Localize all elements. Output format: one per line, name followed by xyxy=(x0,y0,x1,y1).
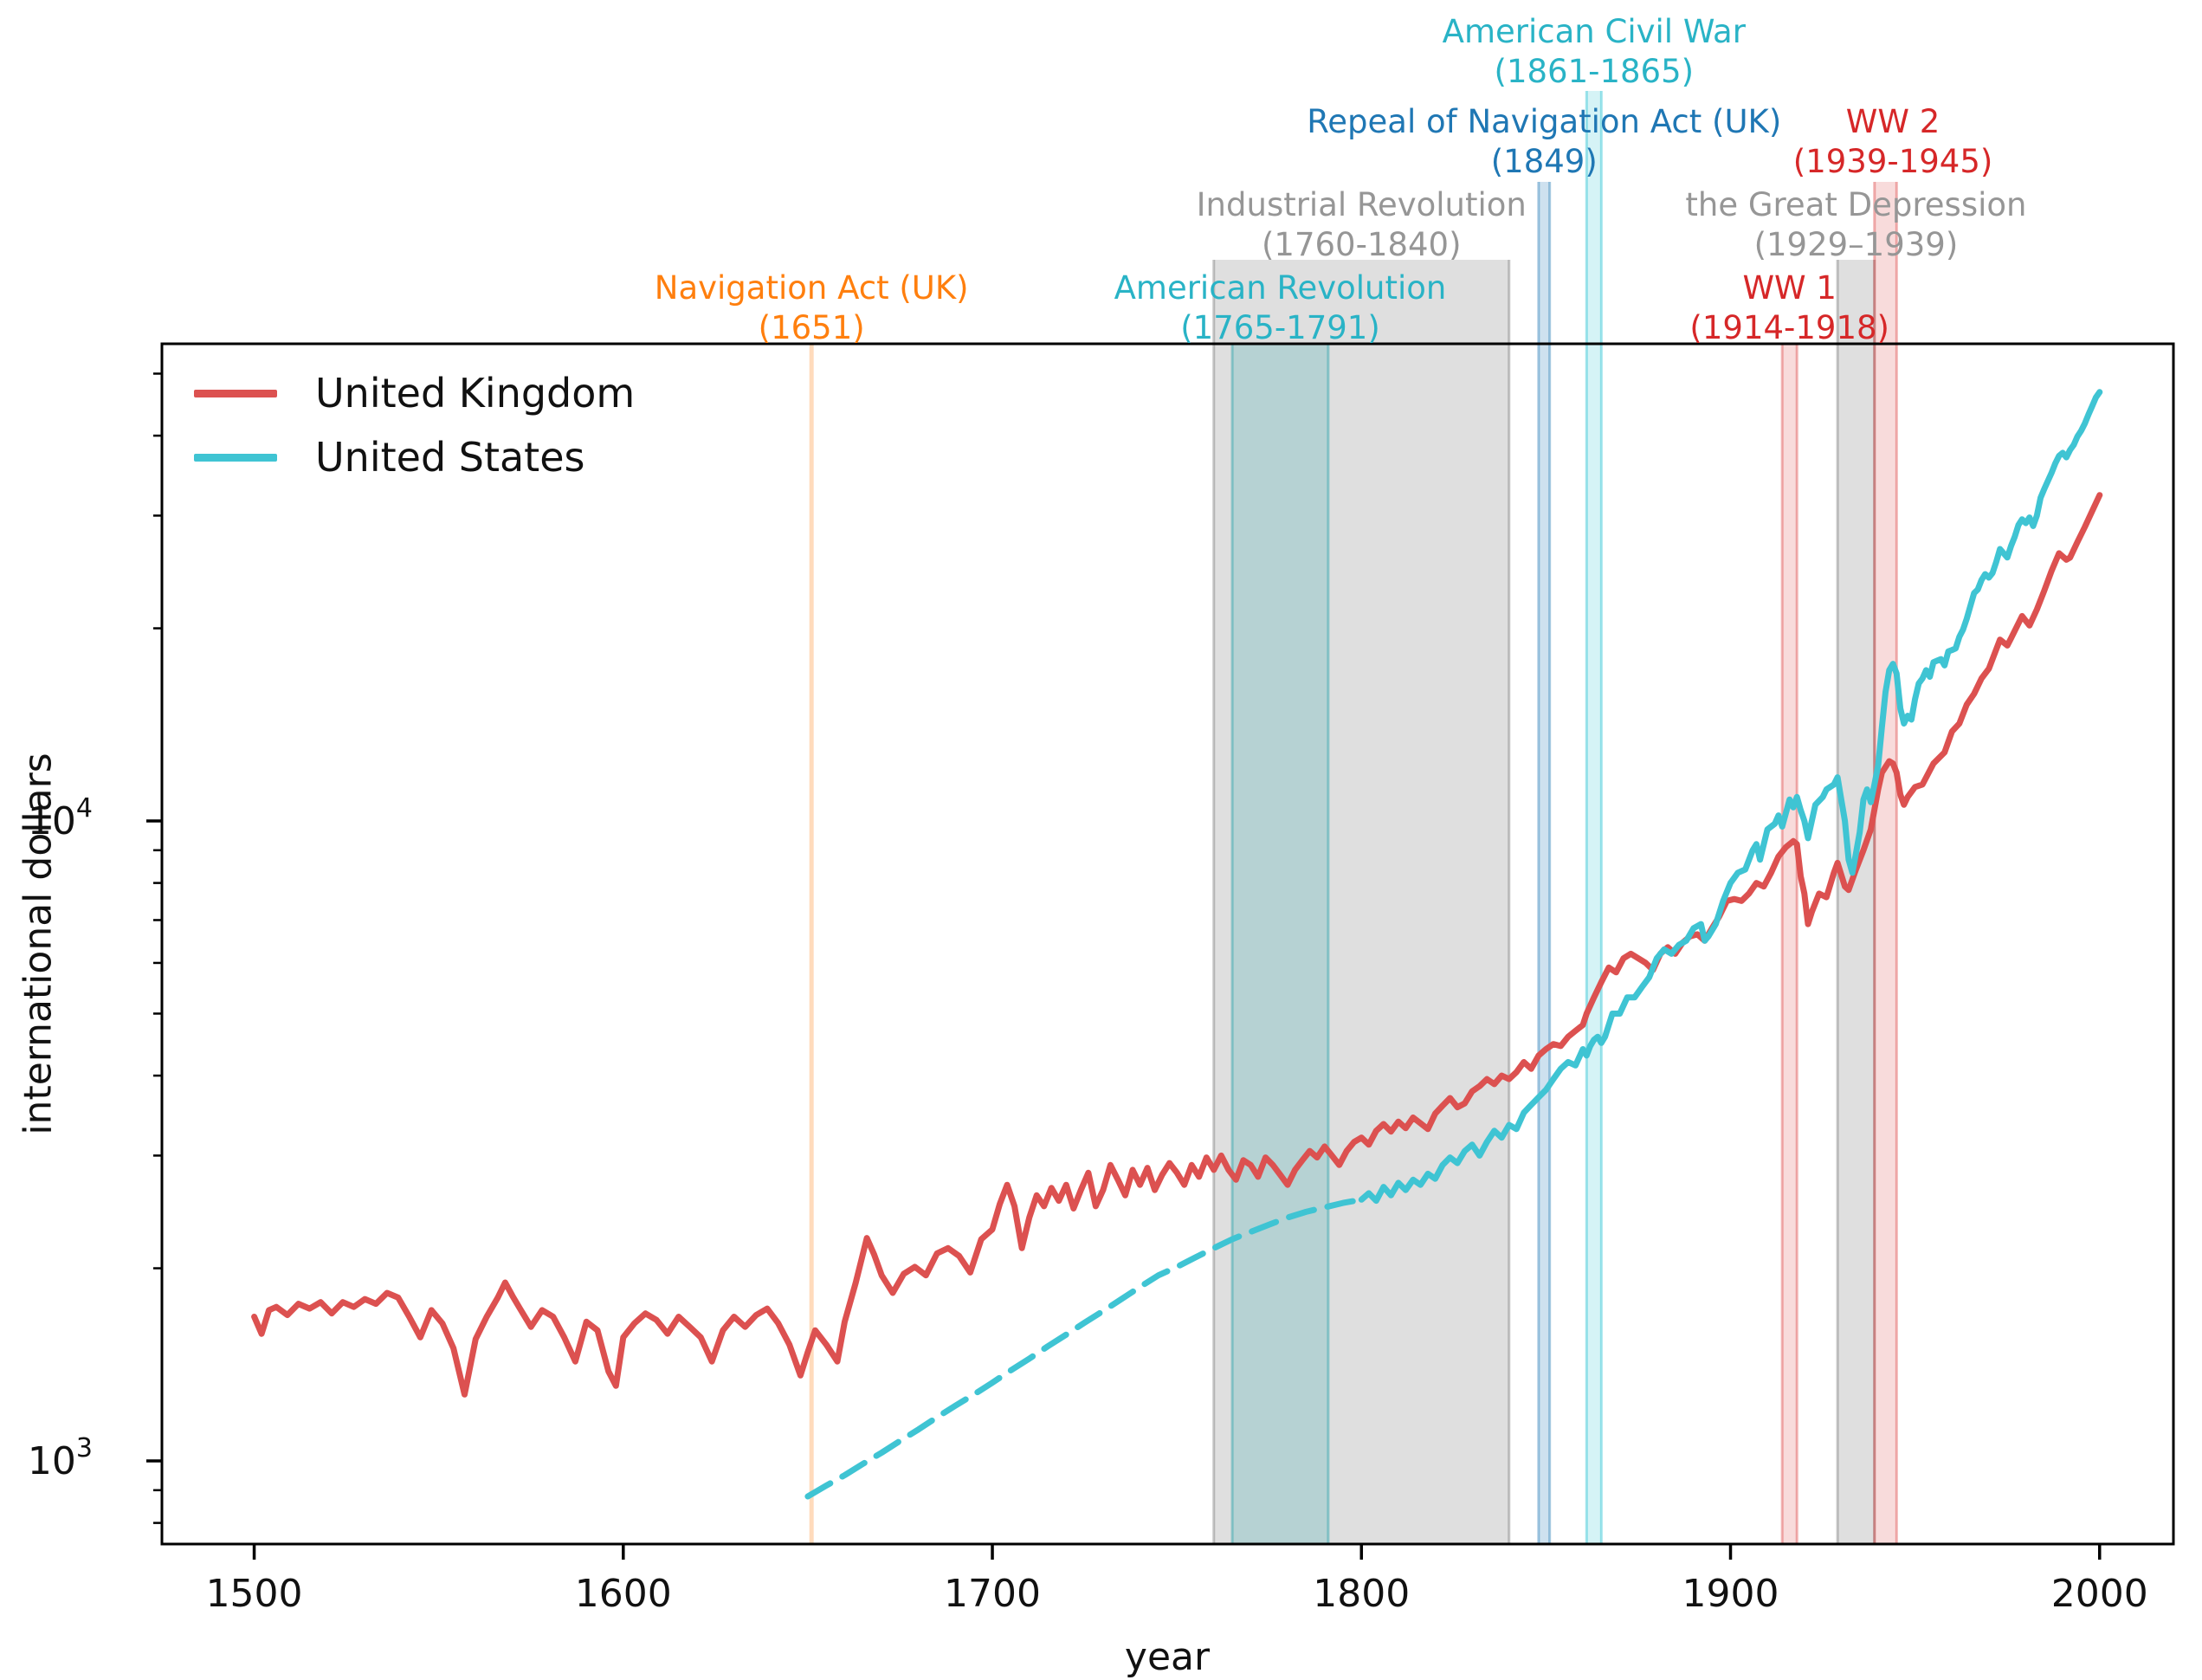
event-band-repeal-of-navigation-act-uk xyxy=(1538,182,1550,1544)
event-band-edge-right-ww-1 xyxy=(1795,344,1798,1544)
event-band-edge-left-american-revolution xyxy=(1230,344,1234,1544)
event-band-edge-left-american-civil-war xyxy=(1585,91,1588,1544)
x-tick-label-1900: 1900 xyxy=(1682,1572,1779,1616)
event-band-american-civil-war xyxy=(1586,91,1602,1544)
event-line-navigation-act-uk xyxy=(809,344,814,1544)
annotation-navigation-act: Navigation Act (UK) (1651) xyxy=(655,268,969,348)
annotation-years: (1914-1918) xyxy=(1689,309,1889,346)
annotation-ww1: WW 1 (1914-1918) xyxy=(1689,268,1889,348)
event-band-american-revolution xyxy=(1232,344,1328,1544)
legend-swatch-united-kingdom xyxy=(194,389,277,397)
event-band-edge-left-the-great-depression xyxy=(1836,260,1839,1544)
event-band-ww-1 xyxy=(1782,344,1798,1544)
event-band-edge-right-american-revolution xyxy=(1327,344,1330,1544)
event-band-edge-left-repeal-of-navigation-act-uk xyxy=(1537,182,1540,1544)
event-band-edge-right-american-civil-war xyxy=(1599,91,1603,1544)
event-band-edge-left-industrial-revolution xyxy=(1212,260,1216,1544)
event-band-edge-right-the-great-depression xyxy=(1873,260,1876,1544)
series-united-kingdom xyxy=(251,492,2103,1398)
annotation-title: American Civil War xyxy=(1442,13,1746,50)
annotation-industrial-revolution: Industrial Revolution (1760-1840) xyxy=(1197,185,1527,265)
annotation-years: (1939-1945) xyxy=(1792,143,1993,180)
series-united-states xyxy=(1358,389,2103,1205)
x-axis-label: year xyxy=(1124,1635,1211,1679)
annotation-title: Repeal of Navigation Act (UK) xyxy=(1307,103,1782,140)
legend-label: United Kingdom xyxy=(315,370,636,417)
annotation-title: the Great Depression xyxy=(1685,186,2027,223)
annotation-years: (1760-1840) xyxy=(1261,226,1462,263)
annotation-title: Navigation Act (UK) xyxy=(654,269,969,307)
annotation-years: (1765-1791) xyxy=(1180,309,1380,346)
annotation-repeal-navigation-act: Repeal of Navigation Act (UK) (1849) xyxy=(1307,102,1781,182)
annotation-great-depression: the Great Depression (1929–1939) xyxy=(1685,185,2026,265)
legend-item-united-kingdom: United Kingdom xyxy=(194,367,635,419)
annotation-ww2: WW 2 (1939-1945) xyxy=(1793,102,1993,182)
legend-label: United States xyxy=(315,434,585,481)
series-united-states-pre-1800-estimate xyxy=(804,1196,1365,1500)
event-band-edge-right-industrial-revolution xyxy=(1508,260,1511,1544)
legend-swatch-united-states xyxy=(194,453,277,462)
event-band-edge-left-ww-2 xyxy=(1873,182,1876,1544)
axes-frame xyxy=(160,342,2175,1546)
event-band-edge-right-ww-2 xyxy=(1895,182,1898,1544)
event-band-industrial-revolution xyxy=(1213,260,1509,1544)
event-band-the-great-depression xyxy=(1837,260,1875,1544)
legend: United Kingdom United States xyxy=(194,367,635,483)
annotation-years: (1651) xyxy=(758,309,865,346)
legend-item-united-states: United States xyxy=(194,431,635,483)
y-axis-label: international dollars xyxy=(16,753,61,1135)
annotation-title: WW 2 xyxy=(1845,103,1940,140)
event-band-edge-right-repeal-of-navigation-act-uk xyxy=(1548,182,1552,1544)
annotation-title: American Revolution xyxy=(1114,269,1447,307)
x-tick-label-1800: 1800 xyxy=(1313,1572,1410,1616)
annotation-title: WW 1 xyxy=(1742,269,1837,307)
y-tick-label-1000: 103 xyxy=(28,1433,93,1483)
x-tick-label-1600: 1600 xyxy=(575,1572,672,1616)
event-band-edge-left-ww-1 xyxy=(1780,344,1784,1544)
annotation-years: (1861-1865) xyxy=(1494,53,1695,90)
x-tick-label-1700: 1700 xyxy=(944,1572,1041,1616)
annotation-years: (1929–1939) xyxy=(1753,226,1959,263)
annotation-years: (1849) xyxy=(1490,143,1598,180)
annotation-title: Industrial Revolution xyxy=(1196,186,1527,223)
annotation-american-civil-war: American Civil War (1861-1865) xyxy=(1443,12,1746,92)
annotation-american-revolution: American Revolution (1765-1791) xyxy=(1114,268,1447,348)
event-band-ww-2 xyxy=(1874,182,1897,1544)
x-tick-label-2000: 2000 xyxy=(2051,1572,2148,1616)
x-tick-label-1500: 1500 xyxy=(206,1572,303,1616)
